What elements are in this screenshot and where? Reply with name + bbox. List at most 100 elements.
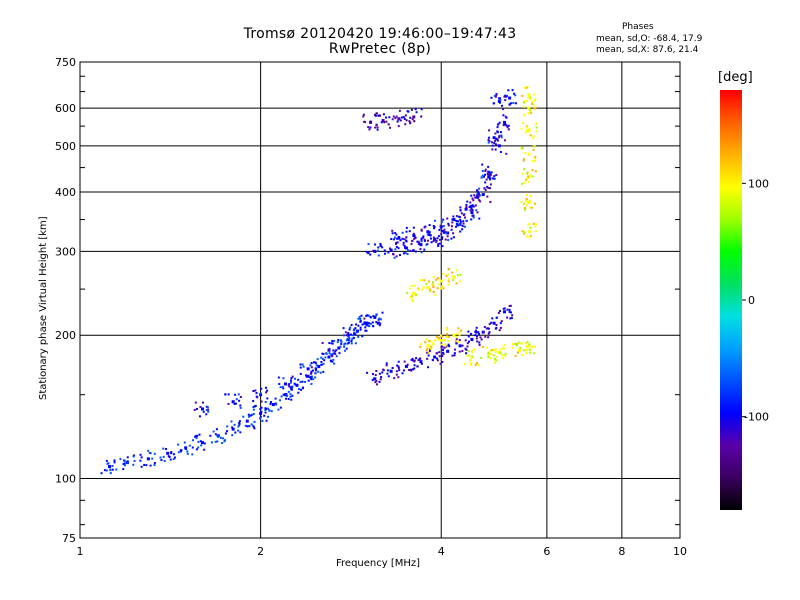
data-point-scatter (310, 382, 313, 385)
data-point-scatter (488, 129, 491, 132)
data-point-scatter (290, 377, 293, 380)
data-point-scatter (282, 393, 285, 396)
data-point-scatter (534, 107, 537, 110)
data-point-scatter (526, 126, 529, 129)
data-point-scatter (444, 238, 447, 241)
data-point-scatter (480, 357, 483, 360)
data-point-scatter (214, 433, 217, 436)
data-point-scatter (395, 115, 398, 118)
data-point-scatter (169, 458, 172, 461)
data-point-scatter (357, 324, 360, 327)
data-point-scatter (342, 334, 345, 337)
data-point-scatter (451, 271, 454, 274)
data-point-scatter (252, 412, 255, 415)
data-point-scatter (317, 370, 320, 373)
data-point-scatter (321, 357, 324, 360)
data-point-scatter (436, 338, 439, 341)
data-point-scatter (380, 376, 383, 379)
data-point-scatter (238, 399, 241, 402)
data-point (508, 96, 512, 100)
data-point-scatter (352, 328, 355, 331)
data-point-scatter (529, 110, 532, 113)
data-point-scatter (177, 451, 180, 454)
data-point-scatter (531, 346, 534, 349)
data-point-scatter (529, 98, 532, 101)
data-point-scatter (287, 398, 290, 401)
data-point-scatter (453, 352, 456, 355)
data-point-scatter (369, 120, 372, 123)
data-point-scatter (491, 349, 494, 352)
data-point-scatter (224, 432, 227, 435)
data-point-scatter (345, 347, 348, 350)
data-point-scatter (282, 377, 285, 380)
data-point-scatter (509, 304, 512, 307)
data-point-scatter (352, 336, 355, 339)
data-point-scatter (451, 275, 454, 278)
data-point-scatter (425, 282, 428, 285)
data-point-scatter (274, 402, 277, 405)
data-point-scatter (462, 213, 465, 216)
data-point-scatter (424, 341, 427, 344)
data-point-scatter (531, 159, 534, 162)
data-point-scatter (105, 459, 108, 462)
data-point-scatter (439, 224, 442, 227)
data-point-scatter (324, 356, 327, 359)
data-point-scatter (361, 335, 364, 338)
data-point-scatter (533, 93, 536, 96)
data-point-scatter (143, 463, 146, 466)
data-point-scatter (252, 408, 255, 411)
data-point-scatter (514, 102, 517, 105)
data-point (497, 144, 501, 148)
data-point (527, 128, 531, 132)
data-point-scatter (397, 360, 400, 363)
data-point-scatter (462, 222, 465, 225)
data-point-scatter (441, 360, 444, 363)
data-point-scatter (202, 410, 205, 413)
data-point-scatter (419, 279, 422, 282)
data-point-scatter (409, 116, 412, 119)
data-point-scatter (298, 388, 301, 391)
data-point-scatter (448, 277, 451, 280)
data-point-scatter (291, 385, 294, 388)
data-point-scatter (498, 101, 501, 104)
data-point-scatter (502, 346, 505, 349)
data-point-scatter (508, 308, 511, 311)
data-point-scatter (446, 235, 449, 238)
data-point-scatter (397, 247, 400, 250)
data-point-scatter (514, 354, 517, 357)
data-point-scatter (521, 354, 524, 357)
data-point-scatter (463, 225, 466, 228)
data-point-scatter (173, 456, 176, 459)
data-point-scatter (466, 354, 469, 357)
data-point-scatter (286, 394, 289, 397)
data-point-scatter (219, 436, 222, 439)
data-point-scatter (524, 342, 527, 345)
data-point-scatter (415, 293, 418, 296)
data-point (346, 337, 350, 341)
phase-stats-heading: Phases (622, 22, 654, 32)
data-point (503, 120, 507, 124)
data-point-scatter (411, 300, 414, 303)
data-point-scatter (459, 218, 462, 221)
data-point-scatter (529, 96, 532, 99)
data-point-scatter (442, 218, 445, 221)
data-point-scatter (254, 404, 257, 407)
data-point-scatter (489, 183, 492, 186)
data-point-scatter (408, 369, 411, 372)
y-tick-label: 500 (55, 140, 76, 153)
data-point-scatter (359, 317, 362, 320)
data-point-scatter (133, 459, 136, 462)
data-point (373, 315, 377, 319)
data-point-scatter (491, 177, 494, 180)
data-point-scatter (252, 424, 255, 427)
data-point-scatter (100, 472, 103, 475)
data-point-scatter (426, 351, 429, 354)
data-point-scatter (437, 336, 440, 339)
data-point-scatter (434, 339, 437, 342)
data-point-scatter (523, 100, 526, 103)
data-point-scatter (139, 459, 142, 462)
data-point-scatter (367, 251, 370, 254)
data-point-scatter (435, 335, 438, 338)
data-point-scatter (459, 220, 462, 223)
data-point-scatter (404, 114, 407, 117)
